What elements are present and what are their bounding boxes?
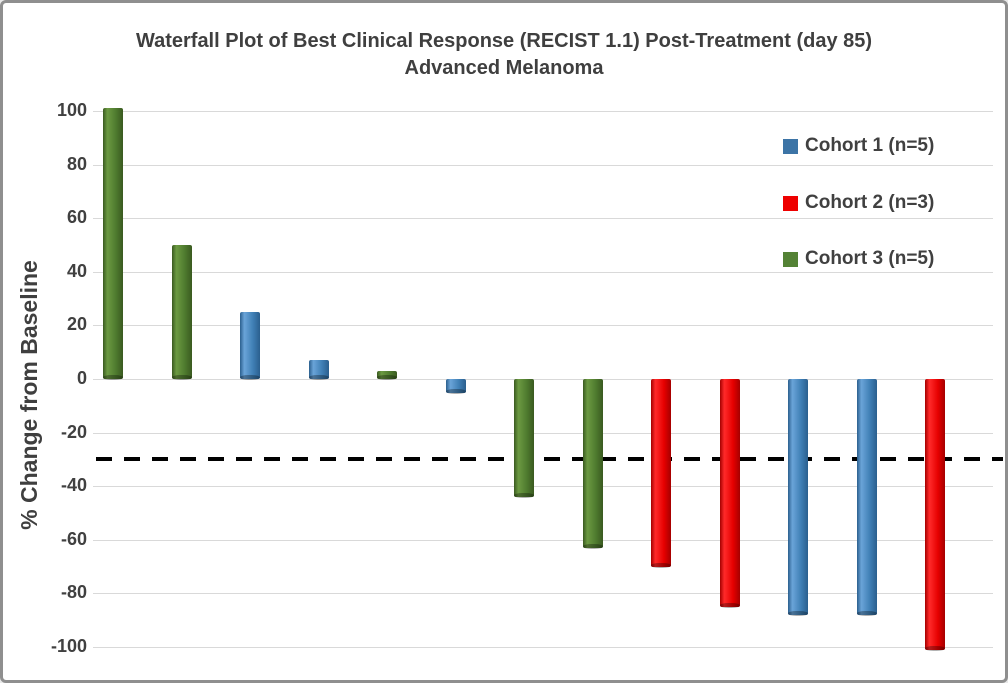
patient-bar [925, 379, 945, 651]
chart-title: Waterfall Plot of Best Clinical Response… [3, 28, 1005, 82]
patient-bar [651, 379, 671, 568]
patient-bar [377, 371, 397, 380]
y-tick-label: 0 [76, 368, 87, 388]
bar-end-cap [788, 611, 808, 616]
bar-end-cap [240, 375, 260, 380]
y-tick-label: 40 [66, 261, 87, 281]
y-tick-label: -60 [60, 529, 87, 549]
bar-end-cap [651, 563, 671, 568]
gridline [93, 433, 993, 434]
bar-end-cap [103, 375, 123, 380]
y-tick-label: 20 [66, 314, 87, 334]
bar-end-cap [172, 375, 192, 380]
cohort-1-marker-icon [783, 138, 798, 154]
y-tick-label: 100 [56, 100, 87, 120]
patient-bar [240, 312, 260, 380]
cohort-3-marker-icon [783, 251, 798, 267]
bar-end-cap [857, 611, 877, 616]
legend-label: Cohort 2 (n=3) [805, 192, 935, 213]
y-tick-label: -40 [60, 475, 87, 495]
response-threshold-dashed-line [96, 457, 1003, 461]
gridline [93, 486, 993, 487]
y-tick-label: 80 [66, 154, 87, 174]
patient-bar [583, 379, 603, 549]
gridline [93, 325, 993, 326]
chart-title-line2: Advanced Melanoma [404, 57, 604, 79]
gridline [93, 165, 993, 166]
y-tick-label: -80 [60, 582, 87, 602]
legend-item-cohort-2: Cohort 2 (n=3) [783, 192, 934, 214]
gridline [93, 111, 993, 112]
patient-bar [720, 379, 740, 608]
gridline [93, 218, 993, 219]
patient-bar [446, 379, 466, 394]
bar-end-cap [514, 493, 534, 498]
bar-end-cap [377, 375, 397, 380]
patient-bar [309, 360, 329, 380]
bar-end-cap [925, 646, 945, 651]
legend-item-cohort-1: Cohort 1 (n=5) [783, 135, 934, 157]
bar-end-cap [583, 544, 603, 549]
y-tick-label: -20 [60, 422, 87, 442]
gridline [93, 379, 993, 380]
legend-label: Cohort 3 (n=5) [805, 248, 935, 269]
cohort-2-marker-icon [783, 195, 798, 211]
patient-bar [788, 379, 808, 616]
y-tick-label: -100 [50, 636, 87, 656]
y-tick-label: 60 [66, 207, 87, 227]
legend-label: Cohort 1 (n=5) [805, 135, 935, 156]
bar-end-cap [446, 389, 466, 394]
gridline [93, 593, 993, 594]
legend-item-cohort-3: Cohort 3 (n=5) [783, 248, 934, 270]
bar-end-cap [309, 375, 329, 380]
gridline [93, 647, 993, 648]
chart-title-line1: Waterfall Plot of Best Clinical Response… [135, 30, 873, 52]
patient-bar [172, 245, 192, 380]
gridline [93, 540, 993, 541]
gridline [93, 272, 993, 273]
patient-bar [857, 379, 877, 616]
patient-bar [514, 379, 534, 498]
bar-end-cap [720, 603, 740, 608]
patient-bar [103, 108, 123, 380]
